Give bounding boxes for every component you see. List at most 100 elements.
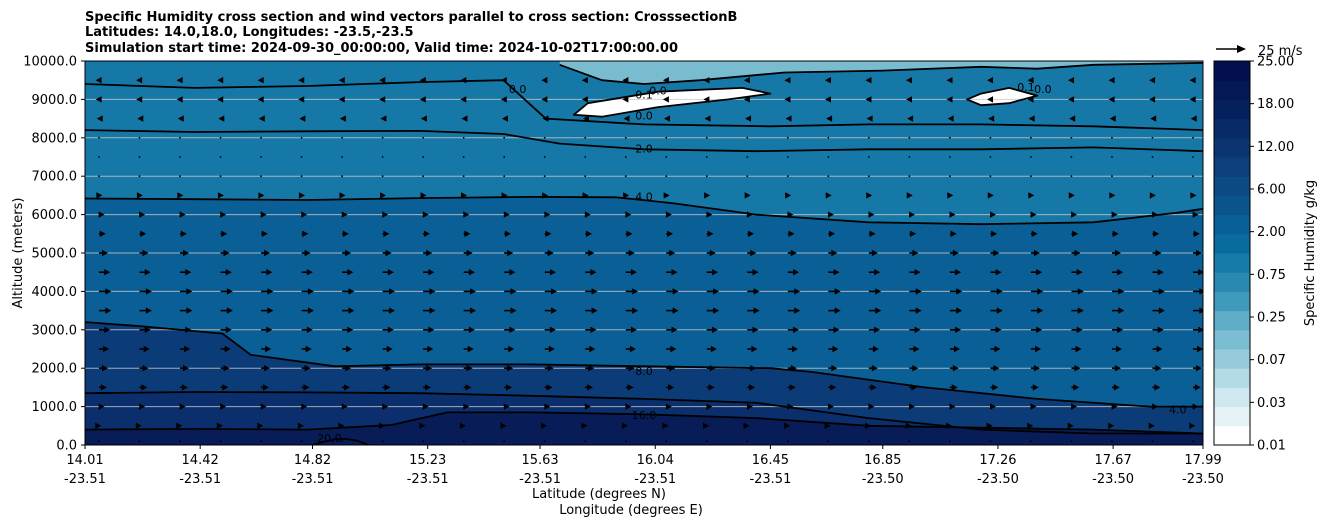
wind-vector-head [1112,230,1119,237]
wind-vector [1111,440,1113,443]
wind-vector-head [914,326,921,333]
contour-line [312,438,370,445]
wind-vector [341,175,344,178]
wind-vector [462,136,465,139]
wind-vector-head [548,345,555,353]
y-tick-label: 5000.0 [32,247,78,262]
wind-vector-head [995,326,1002,333]
wind-vector-head [510,307,517,314]
colorbar-band [1214,118,1250,139]
wind-vector-head [949,403,956,410]
contour-line [85,196,1203,226]
wind-vector-head [669,249,676,257]
wind-vector-head [667,230,674,237]
wind-vector-head [549,326,556,333]
colorbar-tick-label: 12.00 [1257,140,1294,155]
wind-vector-head [179,403,186,410]
contour-label: 0.0 [635,110,653,123]
wind-vector-head [626,230,633,237]
wind-vector-head [871,365,878,372]
wind-vector-head [1192,211,1199,218]
wind-vector-head [144,326,151,333]
wind-vector-head [551,307,558,314]
x-tick-label-lon: -23.51 [292,472,334,487]
wind-vector [746,156,749,158]
wind-vector [1030,156,1032,158]
wind-vector [665,175,668,178]
wind-vector-head [379,77,386,84]
fill-moist-bottom-layer [85,412,1203,445]
wind-vector-head [180,230,187,237]
wind-vector-head [220,211,227,218]
x-tick-label-lon: -23.51 [64,472,106,487]
wind-vector [260,136,262,139]
wind-vector-head [467,345,474,353]
wind-vector-head [264,365,271,372]
wind-vector-head [301,403,308,410]
wind-vector-head [751,345,758,353]
wind-vector-head [507,249,514,257]
wind-vector-head [420,192,427,199]
wind-vector [341,136,344,139]
wind-vector-head [223,249,230,257]
wind-vector-head [306,269,313,276]
wind-vector [827,440,830,443]
wind-vector-head [712,269,719,276]
x-tick-label-lon: -23.51 [407,472,449,487]
wind-vector-head [307,288,314,295]
wind-vector-head [338,77,345,84]
wind-vector-head [503,211,510,218]
wind-vector [584,156,587,158]
wind-vector-head [347,269,354,276]
wind-vector-head [669,365,676,372]
wind-vector [908,440,911,443]
wind-vector-head [1033,365,1040,372]
wind-vector [867,156,870,158]
wind-vector-head [794,288,801,295]
wind-vector-head [954,345,961,353]
quiver-key-arrowhead [1237,45,1246,53]
wind-vector-head [222,384,229,391]
wind-vector-head [547,249,554,257]
wind-vector-head [257,422,264,429]
colorbar-band [1214,137,1250,158]
wind-vector-head [345,365,352,372]
wind-vector-head [703,96,710,103]
wind-vector-head [301,211,308,218]
wind-vector-head [380,115,387,122]
wind-vector-head [1155,365,1162,372]
x-tick-label-lon: -23.51 [634,472,676,487]
wind-vector [98,156,100,158]
wind-vector [260,175,262,178]
wind-vector-head [145,307,152,314]
wind-vector-head [305,345,312,353]
wind-vector-head [261,230,268,237]
wind-vector-head [662,422,669,429]
wind-vector-head [540,422,547,429]
wind-vector [138,175,141,178]
y-tick-label: 6000.0 [32,208,78,223]
wind-vector-head [866,192,873,199]
wind-vector-head [1075,345,1082,353]
wind-vector-head [1193,230,1200,237]
colorbar-band [1214,310,1250,331]
wind-vector-head [1076,269,1083,276]
wind-vector-head [632,307,639,314]
wind-vector-head [183,365,190,372]
wind-vector-head [785,192,792,199]
x-tick-label-lat: 17.26 [979,453,1016,468]
wind-vector-head [791,345,798,353]
wind-vector-head [1033,249,1040,257]
wind-vector [948,156,951,158]
wind-vector [746,175,749,178]
wind-vector-head [142,365,149,372]
contour-line [85,79,1203,131]
wind-vector-head [708,384,715,391]
wind-vector-head [419,77,426,84]
wind-vector-head [298,192,305,199]
wind-vector-head [423,230,430,237]
x-tick-label-lon: -23.51 [179,472,221,487]
wind-vector-head [1067,422,1074,429]
wind-vector-head [345,249,352,257]
colorbar-band [1214,329,1250,350]
